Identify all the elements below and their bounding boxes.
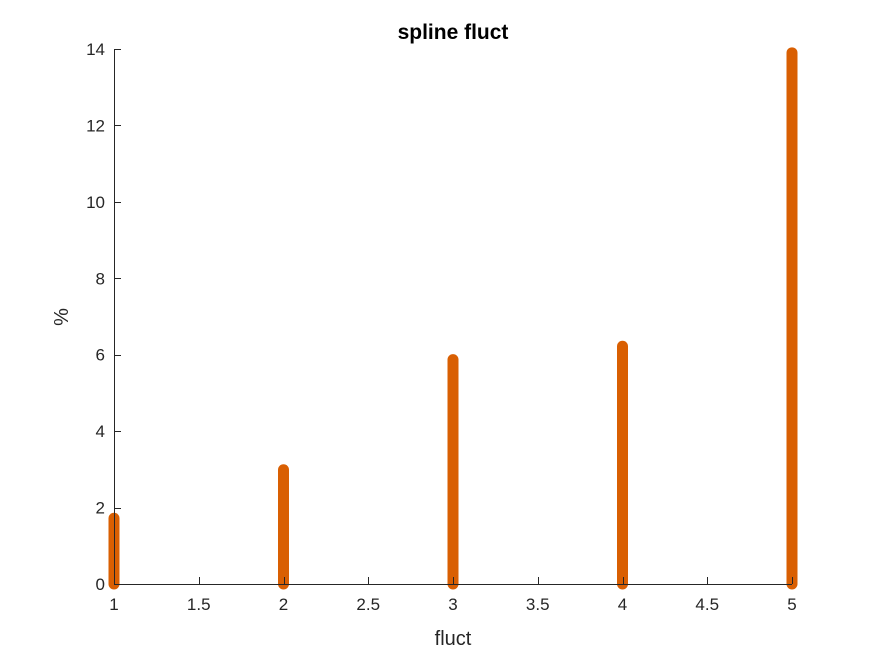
y-tick-label: 12 <box>86 116 105 135</box>
x-tick-label: 2 <box>279 595 288 614</box>
x-tick-label: 4.5 <box>695 595 719 614</box>
y-tick-label: 0 <box>96 575 105 594</box>
x-tick-label: 3 <box>448 595 457 614</box>
x-tick-label: 2.5 <box>356 595 380 614</box>
y-tick-label: 4 <box>96 422 105 441</box>
y-tick-label: 2 <box>96 499 105 518</box>
y-ticks-group: 0 2 4 6 8 10 12 14 <box>86 40 121 594</box>
y-tick-label: 8 <box>96 269 105 288</box>
x-tick-label: 1 <box>109 595 118 614</box>
x-tick-label: 1.5 <box>187 595 211 614</box>
chart-title: spline fluct <box>398 21 509 44</box>
y-tick-label: 6 <box>96 346 105 365</box>
x-tick-label: 3.5 <box>526 595 550 614</box>
y-tick-label: 10 <box>86 193 105 212</box>
x-ticks-group: 1 1.5 2 2.5 3 3.5 4 4.5 5 <box>109 577 797 614</box>
x-tick-label: 4 <box>618 595 627 614</box>
y-axis-label: % <box>51 308 73 326</box>
stems-group <box>108 47 798 590</box>
x-tick-label: 5 <box>787 595 796 614</box>
x-axis-label: fluct <box>435 628 472 650</box>
y-tick-label: 14 <box>86 40 105 59</box>
